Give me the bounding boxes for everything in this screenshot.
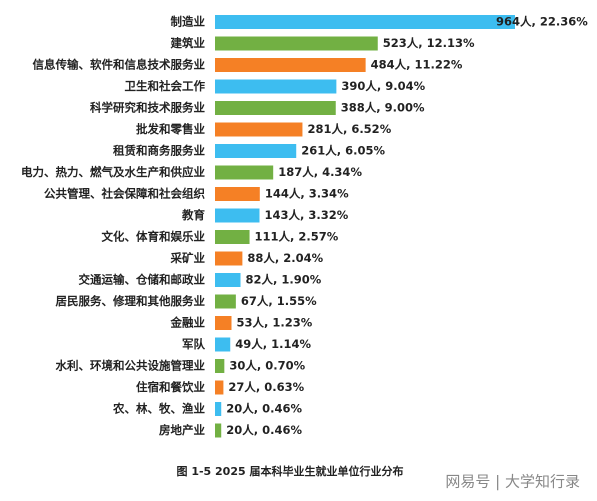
y-tick-label: 教育 <box>181 208 205 222</box>
value-label: 261人, 6.05% <box>301 144 385 158</box>
value-label: 143人, 3.32% <box>265 208 349 222</box>
bar <box>215 423 222 438</box>
y-tick-label: 科学研究和技术服务业 <box>90 101 205 115</box>
watermark: 网易号 | 大学知行录 <box>445 473 580 491</box>
y-tick-label: 军队 <box>182 337 205 351</box>
value-label: 27人, 0.63% <box>228 380 304 394</box>
y-tick-label: 交通运输、仓储和邮政业 <box>79 273 206 287</box>
bar <box>215 36 378 51</box>
bar <box>215 402 222 416</box>
y-tick-label: 批发和零售业 <box>136 122 205 136</box>
y-tick-label: 房地产业 <box>159 423 205 437</box>
y-tick-label: 水利、环境和公共设施管理业 <box>56 359 206 373</box>
y-tick-label: 制造业 <box>171 15 206 29</box>
bar <box>215 144 297 158</box>
bar <box>215 337 231 352</box>
y-tick-label: 文化、体育和娱乐业 <box>102 230 206 244</box>
value-label: 20人, 0.46% <box>226 423 302 437</box>
value-label: 67人, 1.55% <box>241 294 317 308</box>
y-tick-label: 公共管理、社会保障和社会组织 <box>44 187 205 201</box>
bar <box>215 380 224 395</box>
value-label: 523人, 12.13% <box>383 36 475 50</box>
bar <box>215 15 515 29</box>
bar <box>215 230 250 244</box>
value-label: 111人, 2.57% <box>255 230 339 244</box>
y-tick-label: 建筑业 <box>171 36 206 50</box>
y-tick-label: 金融业 <box>170 316 206 330</box>
value-label: 144人, 3.34% <box>265 187 349 201</box>
value-label: 187人, 4.34% <box>278 165 362 179</box>
bar <box>215 187 260 201</box>
bar <box>215 359 225 373</box>
value-label: 88人, 2.04% <box>247 251 323 265</box>
value-label: 390人, 9.04% <box>341 79 425 93</box>
y-tick-label: 住宿和餐饮业 <box>136 380 205 394</box>
y-tick-label: 卫生和社会工作 <box>125 79 206 93</box>
y-tick-label: 电力、热力、燃气及水生产和供应业 <box>21 165 205 179</box>
bar <box>215 58 366 72</box>
value-label: 388人, 9.00% <box>341 101 425 115</box>
value-label: 82人, 1.90% <box>246 273 322 287</box>
y-tick-label: 信息传输、软件和信息技术服务业 <box>33 58 206 72</box>
value-label: 281人, 6.52% <box>307 122 391 136</box>
value-label: 30人, 0.70% <box>229 359 305 373</box>
value-label: 20人, 0.46% <box>226 402 302 416</box>
caption: 图 1-5 2025 届本科毕业生就业单位行业分布 <box>177 464 404 478</box>
y-tick-label: 农、林、牧、渔业 <box>112 402 205 416</box>
y-tick-label: 采矿业 <box>170 251 206 265</box>
y-tick-label: 居民服务、修理和其他服务业 <box>56 294 206 308</box>
bar <box>215 101 336 115</box>
value-label: 49人, 1.14% <box>235 337 311 351</box>
value-label: 964人, 22.36% <box>496 15 588 29</box>
bar <box>215 79 337 94</box>
bar <box>215 165 274 180</box>
value-label: 53人, 1.23% <box>236 316 312 330</box>
bar <box>215 294 236 309</box>
bar <box>215 273 241 287</box>
y-tick-label: 租赁和商务服务业 <box>113 144 205 158</box>
value-label: 484人, 11.22% <box>371 58 463 72</box>
bar <box>215 122 303 137</box>
bar <box>215 208 260 223</box>
bar <box>215 316 232 330</box>
bar <box>215 251 243 266</box>
